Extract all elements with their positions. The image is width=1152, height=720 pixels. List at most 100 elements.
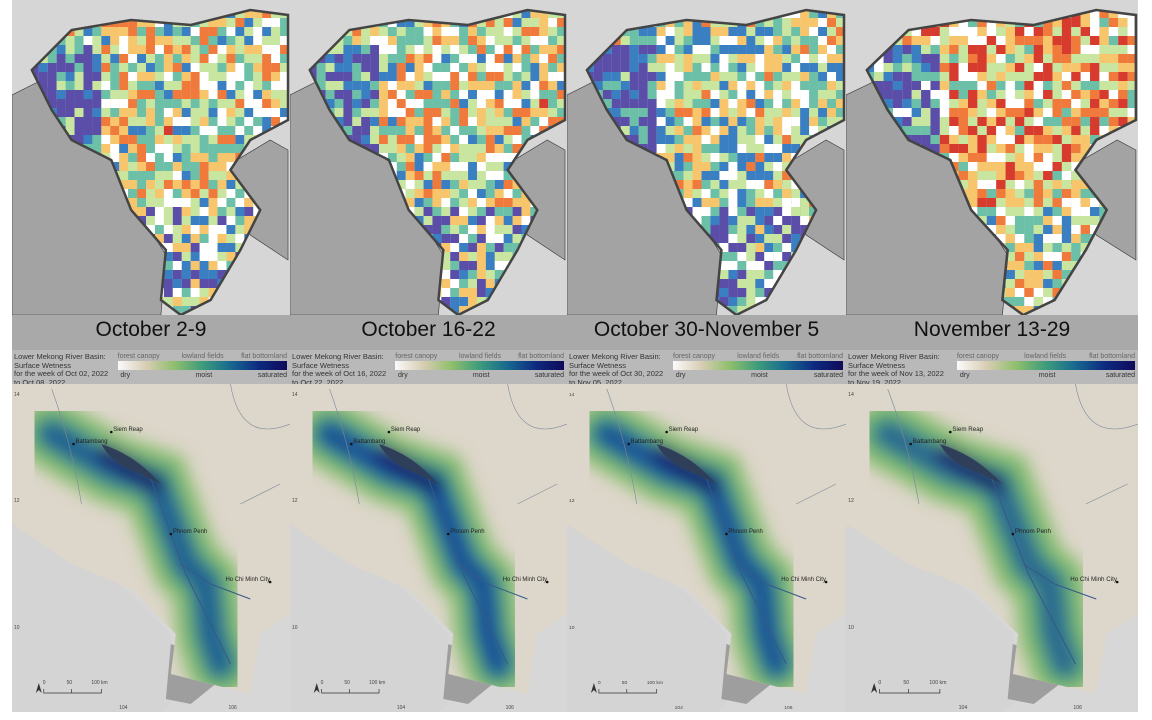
anomaly-cell [809, 54, 819, 63]
anomaly-cell [692, 126, 702, 135]
anomaly-cell [92, 81, 102, 90]
anomaly-cell [800, 126, 810, 135]
anomaly-cell [836, 27, 845, 36]
anomaly-cell [74, 27, 84, 36]
anomaly-cell [163, 252, 173, 261]
anomaly-cell [343, 45, 353, 54]
anomaly-cell [137, 63, 147, 72]
anomaly-cell [450, 189, 460, 198]
anomaly-cell [986, 135, 997, 144]
anomaly-cell [450, 288, 460, 297]
anomaly-cell [977, 189, 987, 198]
anomaly-cell [692, 99, 702, 108]
anomaly-cell [1033, 171, 1044, 180]
anomaly-cell [208, 144, 218, 153]
anomaly-cell [476, 171, 486, 180]
anomaly-cell [163, 207, 173, 216]
anomaly-cell [530, 36, 540, 45]
anomaly-cell [476, 108, 486, 117]
anomaly-cell [65, 81, 75, 90]
anomaly-cell [755, 153, 765, 162]
anomaly-cell [441, 180, 451, 189]
anomaly-cell [620, 72, 630, 81]
anomaly-cell [512, 63, 522, 72]
anomaly-cell [911, 117, 922, 126]
anomaly-cell [986, 36, 997, 45]
anomaly-cell [949, 45, 959, 54]
anomaly-cell [1080, 108, 1091, 117]
anomaly-cell [423, 36, 433, 45]
anomaly-cell [172, 72, 182, 81]
anomaly-cell [208, 81, 218, 90]
anomaly-cell [199, 99, 209, 108]
anomaly-cell [1071, 54, 1081, 63]
anomaly-cell [396, 117, 406, 126]
anomaly-cell [692, 63, 702, 72]
anomaly-cell [958, 54, 969, 63]
anomaly-cell [172, 261, 182, 270]
anomaly-cell [996, 180, 1006, 189]
anomaly-cell [746, 108, 756, 117]
anomaly-cell [83, 54, 93, 63]
anomaly-cell [719, 90, 729, 99]
anomaly-cell [208, 45, 218, 54]
anomaly-cell [468, 198, 477, 207]
anomaly-cell [423, 81, 433, 90]
anomaly-cell [459, 171, 469, 180]
anomaly-cell [755, 171, 765, 180]
tonle-sap-lake [656, 444, 717, 484]
anomaly-cell [949, 72, 959, 81]
anomaly-cell [450, 252, 460, 261]
anomaly-cell [181, 189, 191, 198]
anomaly-cell [244, 54, 254, 63]
anomaly-cell [468, 252, 477, 261]
anomaly-cell [737, 54, 747, 63]
anomaly-cell [728, 297, 738, 306]
anomaly-cell [459, 288, 469, 297]
anomaly-cell [199, 180, 209, 189]
anomaly-cell [728, 288, 738, 297]
anomaly-cell [441, 243, 451, 252]
wetness-map-2: Siem Reap Battambang Phnom Penh Ho Chi Minh… [290, 384, 567, 712]
anomaly-cell [441, 45, 451, 54]
anomaly-cell [423, 216, 433, 225]
legend-title: Lower Mekong River Basin: [14, 352, 106, 361]
anomaly-cell [271, 108, 281, 117]
anomaly-cell [773, 261, 783, 270]
anomaly-cell [235, 90, 245, 99]
city-label-hcmc: Ho Chi Minh City [503, 577, 547, 583]
anomaly-cell [1080, 99, 1091, 108]
anomaly-cell [217, 45, 227, 54]
anomaly-cell [379, 99, 388, 108]
anomaly-cell [692, 144, 702, 153]
anomaly-cell [1052, 270, 1062, 279]
anomaly-cell [701, 162, 711, 171]
anomaly-cell [593, 63, 603, 72]
anomaly-cell [450, 234, 460, 243]
anomaly-cell [692, 153, 702, 162]
anomaly-cell [208, 261, 218, 270]
anomaly-cell [181, 36, 191, 45]
anomaly-cell [958, 126, 969, 135]
lat-label-14: 14 [848, 392, 854, 398]
anomaly-cell [818, 99, 828, 108]
anomaly-cell [818, 108, 828, 117]
anomaly-cell [809, 126, 819, 135]
anomaly-cell [674, 36, 684, 45]
anomaly-cell [1033, 63, 1044, 72]
anomaly-cell [764, 108, 774, 117]
anomaly-cell [1014, 216, 1025, 225]
anomaly-cell [968, 153, 978, 162]
anomaly-cell [128, 63, 138, 72]
anomaly-cell [683, 36, 693, 45]
anomaly-cell [172, 252, 182, 261]
anomaly-cell [949, 126, 959, 135]
anomaly-cell [996, 36, 1006, 45]
anomaly-cell [710, 135, 720, 144]
city-label-battambang: Battambang [76, 439, 108, 445]
anomaly-cell [468, 144, 477, 153]
anomaly-cell [379, 117, 388, 126]
anomaly-cell [485, 99, 495, 108]
anomaly-cell [181, 45, 191, 54]
anomaly-cell [450, 135, 460, 144]
